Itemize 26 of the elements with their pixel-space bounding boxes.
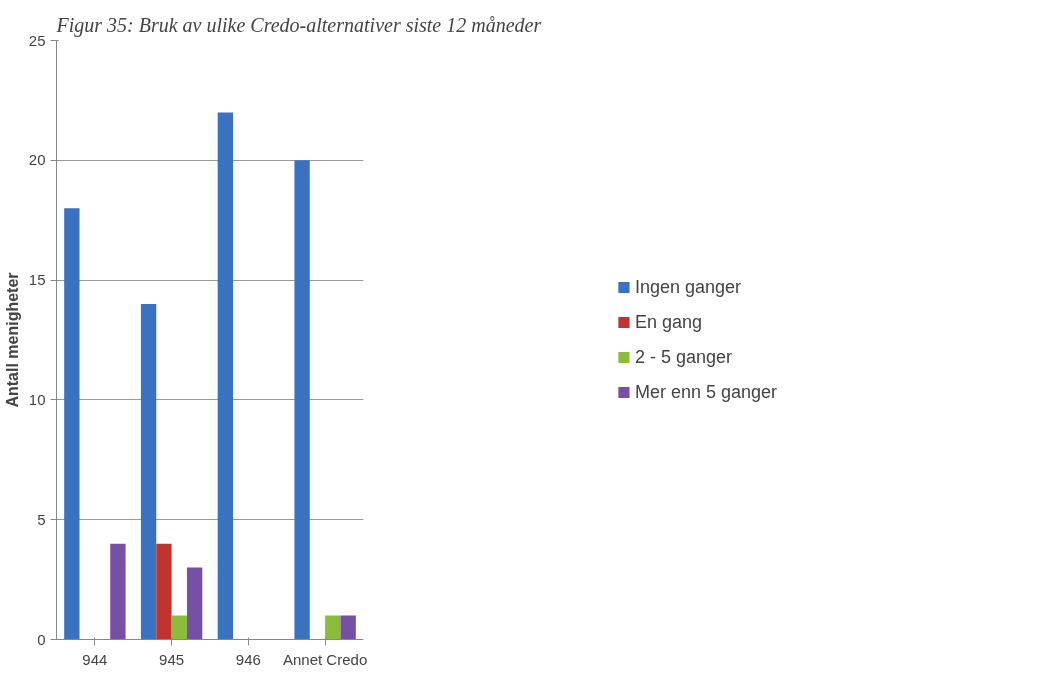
y-tick-label: 0	[37, 630, 46, 648]
bar	[217, 112, 234, 640]
y-tick-label: 20	[28, 151, 46, 169]
bar	[340, 615, 356, 640]
x-tick-label: 945	[159, 650, 185, 668]
x-tick-label: Annet Credo	[283, 650, 368, 668]
bar	[294, 160, 310, 640]
bar	[64, 208, 80, 640]
y-tick-label: 15	[28, 271, 46, 289]
x-tick-label: 946	[235, 650, 261, 668]
legend-label: 2 - 5 ganger	[634, 346, 733, 368]
bar	[156, 543, 172, 640]
legend-label: En gang	[634, 311, 703, 333]
bar	[171, 615, 187, 640]
y-axis-title: Antall menigheter	[3, 272, 21, 408]
y-tick-label: 25	[28, 31, 46, 49]
bar	[186, 567, 203, 640]
bar	[325, 615, 341, 640]
chart-title: Figur 35: Bruk av ulike Credo-alternativer siste 12 måneder	[55, 13, 542, 37]
bar	[140, 304, 157, 640]
y-tick-label: 10	[28, 390, 46, 408]
y-tick-label: 5	[37, 510, 46, 528]
legend-label: Mer enn 5 ganger	[634, 381, 778, 403]
x-tick-label: 944	[82, 650, 108, 668]
legend-label: Ingen ganger	[634, 276, 742, 298]
bar	[110, 543, 126, 640]
